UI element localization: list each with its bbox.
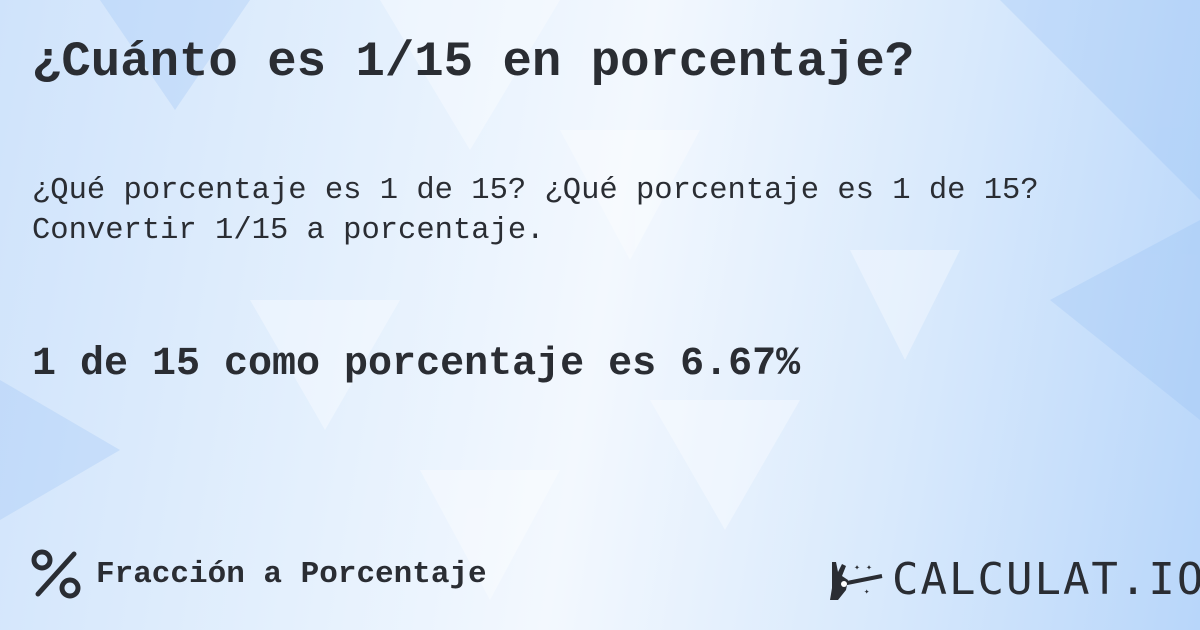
category-label: Fracción a Porcentaje [96, 556, 487, 592]
svg-text:✦: ✦ [864, 587, 870, 597]
question-text: Convertir 1/15 a porcentaje. [32, 214, 545, 248]
question-text: ¿Qué porcentaje es 1 de 15? ¿Qué porcent… [32, 174, 1039, 208]
svg-text:✦ ✦: ✦ ✦ [854, 563, 872, 574]
category-link[interactable]: Fracción a Porcentaje [30, 548, 487, 600]
page-title: ¿Cuánto es 1/15 en porcentaje? [32, 34, 915, 90]
logo[interactable]: ✦ ✦ ✦ CALCULAT.IO [828, 554, 1200, 605]
magic-hand-icon: ✦ ✦ ✦ [830, 561, 883, 600]
logo-text: CALCULAT.IO [892, 554, 1200, 605]
percent-icon [31, 549, 81, 599]
result-text: 1 de 15 como porcentaje es 6.67% [32, 342, 801, 387]
